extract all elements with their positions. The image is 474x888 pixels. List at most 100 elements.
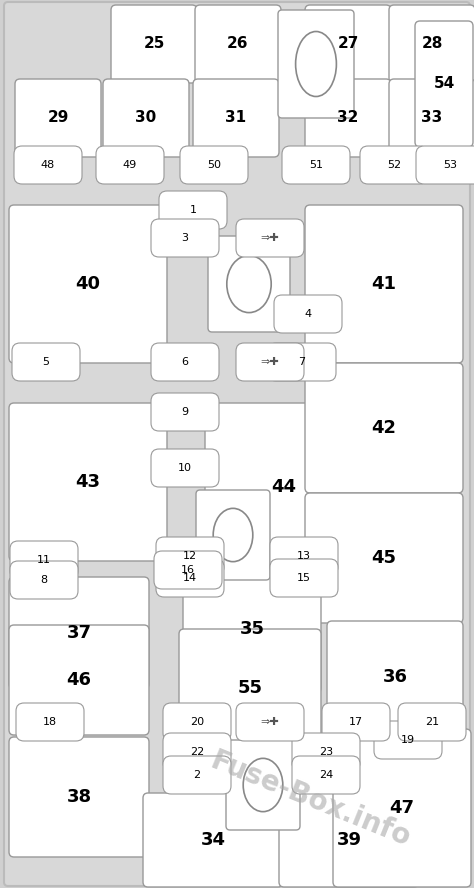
- Text: 3: 3: [182, 233, 189, 243]
- Text: 16: 16: [181, 565, 195, 575]
- Text: 54: 54: [433, 76, 455, 91]
- FancyBboxPatch shape: [16, 703, 84, 741]
- FancyBboxPatch shape: [9, 577, 149, 689]
- Text: 40: 40: [75, 275, 100, 293]
- FancyBboxPatch shape: [374, 721, 442, 759]
- FancyBboxPatch shape: [156, 559, 224, 597]
- Text: 17: 17: [349, 717, 363, 727]
- Text: 42: 42: [372, 419, 396, 437]
- Text: 33: 33: [421, 110, 443, 125]
- FancyBboxPatch shape: [389, 5, 474, 83]
- Text: 18: 18: [43, 717, 57, 727]
- FancyBboxPatch shape: [143, 793, 283, 887]
- Text: 51: 51: [309, 160, 323, 170]
- FancyBboxPatch shape: [9, 403, 167, 561]
- Ellipse shape: [243, 758, 283, 812]
- FancyBboxPatch shape: [156, 537, 224, 575]
- FancyBboxPatch shape: [163, 756, 231, 794]
- FancyBboxPatch shape: [415, 21, 473, 147]
- FancyBboxPatch shape: [268, 343, 336, 381]
- Text: 29: 29: [47, 110, 69, 125]
- Text: 7: 7: [299, 357, 306, 367]
- FancyBboxPatch shape: [333, 729, 471, 887]
- Text: Fuse-Box.info: Fuse-Box.info: [206, 747, 414, 853]
- FancyBboxPatch shape: [279, 793, 419, 887]
- Text: 12: 12: [183, 551, 197, 561]
- Text: 44: 44: [272, 478, 297, 496]
- FancyBboxPatch shape: [193, 79, 279, 157]
- FancyBboxPatch shape: [154, 551, 222, 589]
- Text: 24: 24: [319, 770, 333, 780]
- FancyBboxPatch shape: [327, 621, 463, 733]
- Text: 15: 15: [297, 573, 311, 583]
- Text: ⇒✚: ⇒✚: [261, 357, 279, 367]
- FancyBboxPatch shape: [10, 541, 78, 579]
- FancyBboxPatch shape: [15, 79, 101, 157]
- Text: 6: 6: [182, 357, 189, 367]
- FancyBboxPatch shape: [14, 146, 82, 184]
- Text: 2: 2: [193, 770, 201, 780]
- FancyBboxPatch shape: [4, 2, 470, 886]
- Text: 9: 9: [182, 407, 189, 417]
- Ellipse shape: [227, 256, 271, 313]
- FancyBboxPatch shape: [9, 625, 149, 735]
- Text: 47: 47: [390, 799, 414, 817]
- FancyBboxPatch shape: [292, 756, 360, 794]
- FancyBboxPatch shape: [151, 343, 219, 381]
- Text: 50: 50: [207, 160, 221, 170]
- FancyBboxPatch shape: [196, 490, 270, 580]
- FancyBboxPatch shape: [151, 449, 219, 487]
- FancyBboxPatch shape: [12, 343, 80, 381]
- Text: 53: 53: [443, 160, 457, 170]
- Text: 25: 25: [143, 36, 164, 52]
- FancyBboxPatch shape: [183, 565, 321, 693]
- Text: 21: 21: [425, 717, 439, 727]
- FancyBboxPatch shape: [416, 146, 474, 184]
- Text: 30: 30: [136, 110, 156, 125]
- Text: 10: 10: [178, 463, 192, 473]
- FancyBboxPatch shape: [163, 703, 231, 741]
- Ellipse shape: [213, 508, 253, 561]
- FancyBboxPatch shape: [180, 146, 248, 184]
- FancyBboxPatch shape: [151, 393, 219, 431]
- FancyBboxPatch shape: [195, 5, 281, 83]
- FancyBboxPatch shape: [236, 703, 304, 741]
- Text: 48: 48: [41, 160, 55, 170]
- Text: 36: 36: [383, 668, 408, 686]
- FancyBboxPatch shape: [103, 79, 189, 157]
- Text: 34: 34: [201, 831, 226, 849]
- FancyBboxPatch shape: [236, 343, 304, 381]
- FancyBboxPatch shape: [226, 740, 300, 830]
- FancyBboxPatch shape: [278, 10, 354, 118]
- Text: 49: 49: [123, 160, 137, 170]
- FancyBboxPatch shape: [151, 219, 219, 257]
- Text: 11: 11: [37, 555, 51, 565]
- Text: 46: 46: [66, 671, 91, 689]
- Text: 20: 20: [190, 717, 204, 727]
- Text: 22: 22: [190, 747, 204, 757]
- FancyBboxPatch shape: [9, 205, 167, 363]
- FancyBboxPatch shape: [9, 737, 149, 857]
- FancyBboxPatch shape: [179, 629, 321, 747]
- Text: 52: 52: [387, 160, 401, 170]
- Text: 38: 38: [66, 788, 91, 806]
- Text: ⇒✚: ⇒✚: [261, 233, 279, 243]
- Text: 26: 26: [227, 36, 249, 52]
- FancyBboxPatch shape: [10, 561, 78, 599]
- FancyBboxPatch shape: [305, 5, 391, 83]
- FancyBboxPatch shape: [163, 733, 231, 771]
- FancyBboxPatch shape: [389, 79, 474, 157]
- Text: 55: 55: [237, 679, 263, 697]
- Text: 32: 32: [337, 110, 359, 125]
- FancyBboxPatch shape: [305, 363, 463, 493]
- Text: 41: 41: [372, 275, 396, 293]
- Text: 39: 39: [337, 831, 362, 849]
- FancyBboxPatch shape: [322, 703, 390, 741]
- Text: ⇒✚: ⇒✚: [261, 717, 279, 727]
- Text: 27: 27: [337, 36, 359, 52]
- FancyBboxPatch shape: [270, 559, 338, 597]
- FancyBboxPatch shape: [111, 5, 197, 83]
- Text: 45: 45: [372, 549, 396, 567]
- FancyBboxPatch shape: [96, 146, 164, 184]
- FancyBboxPatch shape: [305, 493, 463, 623]
